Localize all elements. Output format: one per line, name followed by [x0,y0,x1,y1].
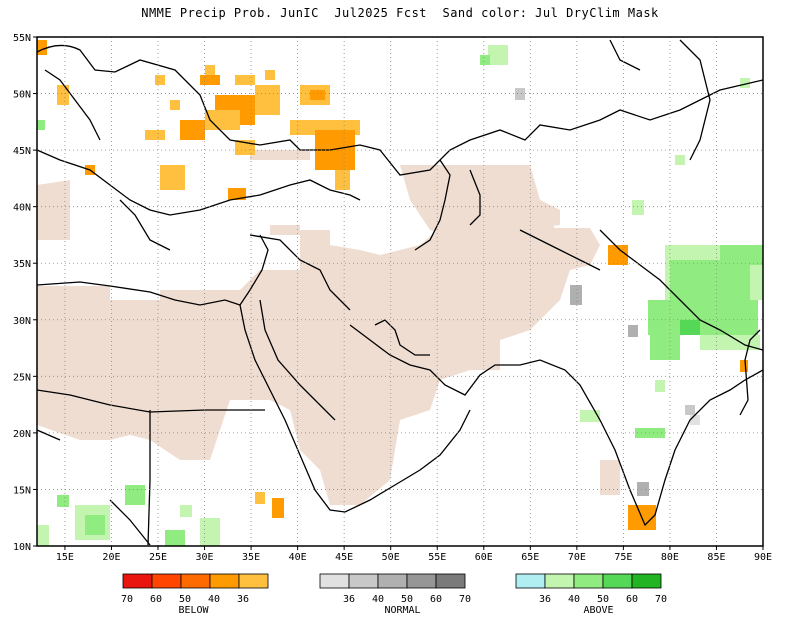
lat-tick-label: 45N [13,146,31,157]
legend-below: 70 60 50 40 36 BELOW [121,573,269,616]
legend-tick-below: 70 [121,594,133,605]
legend-tick-normal: 50 [401,594,413,605]
legend-tick-above: 36 [539,594,551,605]
legend-tick-above: 70 [655,594,667,605]
legend-tick-below: 40 [208,594,220,605]
legend-label-normal: NORMAL [384,605,420,616]
legend-swatch-normal [406,573,437,589]
legend-label-below: BELOW [178,605,209,616]
legend-swatch-normal [319,573,350,589]
legend-tick-below: 36 [237,594,249,605]
lat-tick-label: 50N [13,90,31,101]
legend-tick-normal: 36 [343,594,355,605]
legend-swatch-normal [435,573,466,589]
lon-tick-label: 80E [661,552,679,563]
legend-tick-above: 60 [626,594,638,605]
map-frame [36,36,764,547]
map-area [36,36,764,547]
above-normal-cells [37,45,763,546]
legend-tick-below: 50 [179,594,191,605]
lon-tick-label: 55E [428,552,446,563]
legend: 70 60 50 40 36 BELOW 36 40 50 60 70 NORMAL 36 40 50 6… [121,573,667,616]
map-title: NMME Precip Prob. JunIC Jul2025 Fcst San… [141,6,659,20]
near-normal-cells [515,88,700,496]
legend-label-above: ABOVE [583,605,613,616]
lat-tick-label: 25N [13,372,31,383]
legend-tick-normal: 40 [372,594,384,605]
lon-tick-label: 85E [707,552,725,563]
lon-axis: 15E 20E 25E 30E 35E 40E 45E 50E 55E 60E 65E 70E 75E 8… [56,546,772,563]
legend-swatch-above [573,573,604,589]
legend-swatch-above [631,573,662,589]
lon-tick-label: 40E [289,552,307,563]
lon-tick-label: 45E [335,552,353,563]
legend-swatch-below [122,573,153,589]
legend-swatch-below [180,573,211,589]
lon-tick-label: 70E [568,552,586,563]
legend-normal: 36 40 50 60 70 NORMAL [319,573,471,616]
legend-swatch-above [515,573,546,589]
lon-tick-label: 50E [382,552,400,563]
legend-swatch-below [209,573,240,589]
coastlines [36,39,764,546]
lon-tick-label: 90E [754,552,772,563]
legend-swatch-above [602,573,633,589]
lat-tick-label: 15N [13,485,31,496]
legend-swatch-below [151,573,182,589]
lat-tick-label: 40N [13,203,31,214]
lon-tick-label: 75E [614,552,632,563]
lat-tick-label: 30N [13,316,31,327]
legend-swatch-normal [348,573,379,589]
lat-axis: 55N 50N 45N 40N 35N 30N 25N 20N 15N 10N [13,33,37,553]
lat-tick-label: 10N [13,542,31,553]
lat-tick-label: 20N [13,429,31,440]
legend-tick-normal: 70 [459,594,471,605]
legend-swatch-below [238,573,269,589]
legend-tick-above: 50 [597,594,609,605]
lon-tick-label: 20E [102,552,120,563]
lon-tick-label: 35E [242,552,260,563]
legend-tick-normal: 60 [430,594,442,605]
lon-tick-label: 60E [475,552,493,563]
lon-tick-label: 30E [196,552,214,563]
legend-swatch-above [544,573,575,589]
legend-tick-above: 40 [568,594,580,605]
legend-above: 36 40 50 60 70 ABOVE [515,573,667,616]
lon-tick-label: 65E [521,552,539,563]
legend-swatch-normal [377,573,408,589]
lon-tick-label: 25E [149,552,167,563]
legend-tick-below: 60 [150,594,162,605]
lon-tick-label: 15E [56,552,74,563]
lat-tick-label: 35N [13,259,31,270]
lat-tick-label: 55N [13,33,31,44]
